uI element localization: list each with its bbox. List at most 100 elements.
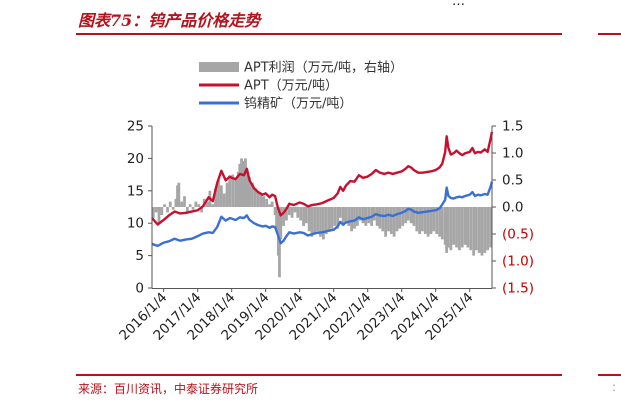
profit-bar-18 xyxy=(200,207,204,213)
legend-item-concentrate-label: 钨精矿（万元/吨） xyxy=(244,96,352,112)
y-left-tick-label: 5 xyxy=(135,248,144,264)
profit-bar-114 xyxy=(458,207,461,251)
profit-bar-47 xyxy=(275,207,278,229)
y-left-tick-label: 25 xyxy=(127,119,144,135)
profit-bar-92 xyxy=(398,207,402,229)
profit-bar-20 xyxy=(205,201,209,207)
profit-bar-108 xyxy=(443,207,447,245)
profit-bar-125 xyxy=(489,207,492,248)
profit-bar-57 xyxy=(299,207,303,221)
profit-bar-97 xyxy=(412,207,416,226)
profit-bar-60 xyxy=(307,207,311,232)
profit-bar-22 xyxy=(211,204,215,207)
profit-bar-96 xyxy=(409,207,413,224)
header-fragment: … xyxy=(452,0,621,6)
profit-bar-16 xyxy=(194,201,198,207)
profit-bar-55 xyxy=(293,207,297,213)
y-right-tick-label: 0.5 xyxy=(502,173,523,189)
profit-bar-70 xyxy=(336,207,340,229)
profit-bar-56 xyxy=(296,207,300,218)
profit-bar-73 xyxy=(344,207,348,224)
profit-bar-31 xyxy=(236,171,240,207)
profit-bar-105 xyxy=(435,207,439,234)
profit-bar-124 xyxy=(486,207,490,251)
profit-bar-45 xyxy=(270,201,274,207)
y-right-tick-label: (0.5) xyxy=(502,227,534,243)
profit-bar-42 xyxy=(262,196,266,207)
right-edge-fragment: : xyxy=(612,380,617,394)
profit-bar-43 xyxy=(265,198,269,207)
profit-bar-5 xyxy=(166,207,169,213)
profit-bar-24 xyxy=(217,180,220,207)
legend-item-apt-label: APT（万元/吨） xyxy=(244,79,338,94)
profit-bar-59 xyxy=(304,207,308,224)
legend-item-profit-swatch xyxy=(199,62,239,72)
profit-bar-58 xyxy=(302,207,305,226)
profit-bar-94 xyxy=(404,207,407,224)
profit-bar-12 xyxy=(183,196,186,207)
profit-bar-63 xyxy=(316,207,320,232)
source-rule-right xyxy=(598,374,621,376)
apt-line xyxy=(151,131,494,226)
profit-bar-86 xyxy=(381,207,385,232)
profit-bar-78 xyxy=(358,207,362,221)
profit-bar-27 xyxy=(225,182,229,207)
profit-bar-75 xyxy=(350,207,354,232)
concentrate-line xyxy=(151,181,494,248)
profit-bar-41 xyxy=(259,193,263,207)
source-note: 来源：百川资讯，中泰证券研究所 xyxy=(78,382,259,396)
profit-bar-116 xyxy=(463,207,467,245)
profit-bar-81 xyxy=(367,207,371,224)
profit-bar-44 xyxy=(268,204,271,207)
profit-bar-66 xyxy=(324,207,328,234)
y-left-tick-label: 20 xyxy=(127,151,144,167)
profit-bar-54 xyxy=(290,207,294,218)
profit-bar-64 xyxy=(319,207,322,237)
y-left-tick-label: 10 xyxy=(127,216,144,232)
profit-bar-23 xyxy=(214,188,217,207)
profit-bar-50 xyxy=(279,207,283,240)
profit-bar-122 xyxy=(480,207,484,256)
profit-bar-90 xyxy=(392,207,396,237)
profit-bar-98 xyxy=(415,207,419,232)
title-rule xyxy=(76,33,562,35)
profit-bar-103 xyxy=(429,207,433,234)
profit-bar-93 xyxy=(401,207,405,226)
profit-bar-65 xyxy=(322,207,325,240)
profit-bar-115 xyxy=(460,207,464,248)
profit-bar-72 xyxy=(341,207,345,226)
profit-bar-17 xyxy=(197,204,201,207)
profit-bar-33 xyxy=(240,158,243,207)
y-right-tick-label: 1.5 xyxy=(502,119,523,135)
profit-bar-3 xyxy=(160,207,164,216)
profit-bar-13 xyxy=(185,207,189,213)
profit-bar-7 xyxy=(171,207,175,210)
profit-bar-29 xyxy=(231,174,235,207)
profit-bar-120 xyxy=(474,207,478,251)
profit-bar-87 xyxy=(384,207,387,237)
profit-bar-11 xyxy=(180,201,184,207)
profit-bar-107 xyxy=(440,207,444,240)
title-rule-right xyxy=(598,33,621,35)
profit-bar-2 xyxy=(157,207,161,224)
profit-bar-118 xyxy=(469,207,473,251)
profit-bar-84 xyxy=(375,207,379,226)
profit-bar-77 xyxy=(355,207,359,226)
profit-bar-113 xyxy=(455,207,458,248)
profit-bar-99 xyxy=(418,207,421,234)
profit-bar-25 xyxy=(219,185,223,207)
profit-bar-37 xyxy=(248,177,251,207)
profit-bar-52 xyxy=(285,207,288,221)
profit-bar-69 xyxy=(333,207,337,226)
profit-bar-53 xyxy=(287,207,291,216)
profit-bar-106 xyxy=(438,207,441,237)
profit-bar-76 xyxy=(353,207,356,229)
profit-bar-8 xyxy=(174,198,178,207)
profit-bar-36 xyxy=(245,169,249,207)
profit-bar-101 xyxy=(423,207,427,234)
profit-bar-85 xyxy=(378,207,382,229)
source-rule xyxy=(76,374,562,376)
profit-bar-104 xyxy=(432,207,436,232)
profit-bar-88 xyxy=(387,207,390,232)
